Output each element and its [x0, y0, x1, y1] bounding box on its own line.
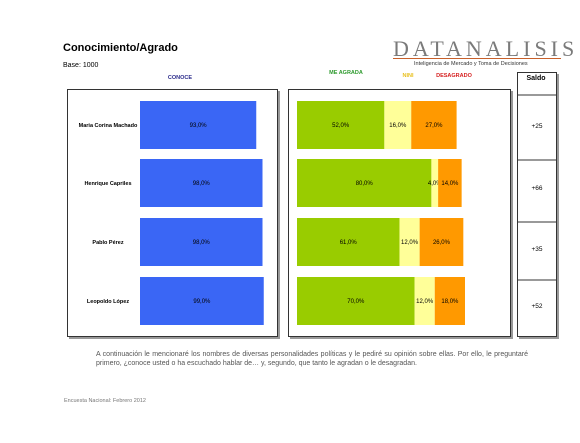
candidate-label: Maria Corina Machado	[79, 123, 138, 129]
column-header-conoce: CONOCE	[167, 75, 193, 81]
question-footnote: A continuación le mencionaré los nombres…	[96, 351, 528, 367]
conoce-value-label: 98,0%	[193, 181, 211, 187]
nini-bar	[399, 218, 420, 266]
desagrado-bar	[411, 101, 457, 149]
agrada-value-label: 70,0%	[347, 299, 365, 305]
desagrado-value-label: 14,0%	[441, 181, 459, 187]
conoce-bar	[140, 218, 263, 266]
conoce-value-label: 98,0%	[193, 240, 211, 246]
conoce-bar	[140, 277, 264, 325]
nini-value-label: 4,0%	[428, 181, 442, 187]
page-title: Conocimiento/Agrado	[63, 42, 178, 54]
column-header-desagrado: DESAGRADO	[436, 73, 472, 79]
saldo-value: +35	[531, 246, 542, 253]
candidate-label: Leopoldo López	[87, 299, 129, 305]
conoce-value-label: 99,0%	[193, 299, 211, 305]
candidate-label: Pablo Pérez	[92, 240, 123, 246]
desagrado-bar	[438, 159, 462, 207]
base-label: Base: 1000	[63, 62, 99, 69]
desagrado-bar	[419, 218, 464, 266]
nini-value-label: 12,0%	[416, 299, 434, 305]
saldo-value: +25	[531, 123, 542, 130]
agrada-bar	[297, 101, 385, 149]
desagrado-value-label: 27,0%	[425, 123, 443, 129]
nini-value-label: 12,0%	[401, 240, 419, 246]
conoce-bar	[140, 101, 257, 149]
agrada-bar	[297, 218, 400, 266]
conoce-bar	[140, 159, 263, 207]
brand-tagline: Inteligencia de Mercado y Toma de Decisi…	[414, 61, 528, 67]
nini-bar	[384, 101, 412, 149]
survey-source: Encuesta Nacional: Febrero 2012	[64, 398, 146, 404]
candidate-label: Henrique Capriles	[84, 181, 131, 187]
agrada-bar	[297, 159, 432, 207]
saldo-value: +66	[531, 185, 542, 192]
column-header-nini: NINI	[402, 73, 414, 79]
saldo-table	[517, 72, 557, 337]
agrada-bar	[297, 277, 415, 325]
nini-bar	[414, 277, 435, 325]
nini-bar	[431, 159, 439, 207]
desagrado-value-label: 26,0%	[433, 240, 451, 246]
desagrado-bar	[434, 277, 465, 325]
logo-underline	[393, 58, 561, 59]
agrada-value-label: 61,0%	[340, 240, 358, 246]
brand-logo: DATANALISIS	[393, 36, 579, 61]
agrada-value-label: 52,0%	[332, 123, 350, 129]
conoce-value-label: 93,0%	[190, 123, 208, 129]
saldo-header: Saldo	[526, 75, 546, 82]
saldo-value: +52	[531, 303, 542, 310]
nini-value-label: 16,0%	[389, 123, 407, 129]
desagrado-value-label: 18,0%	[441, 299, 459, 305]
column-header-agrada: ME AGRADA	[329, 70, 363, 76]
agrada-value-label: 80,0%	[356, 181, 374, 187]
